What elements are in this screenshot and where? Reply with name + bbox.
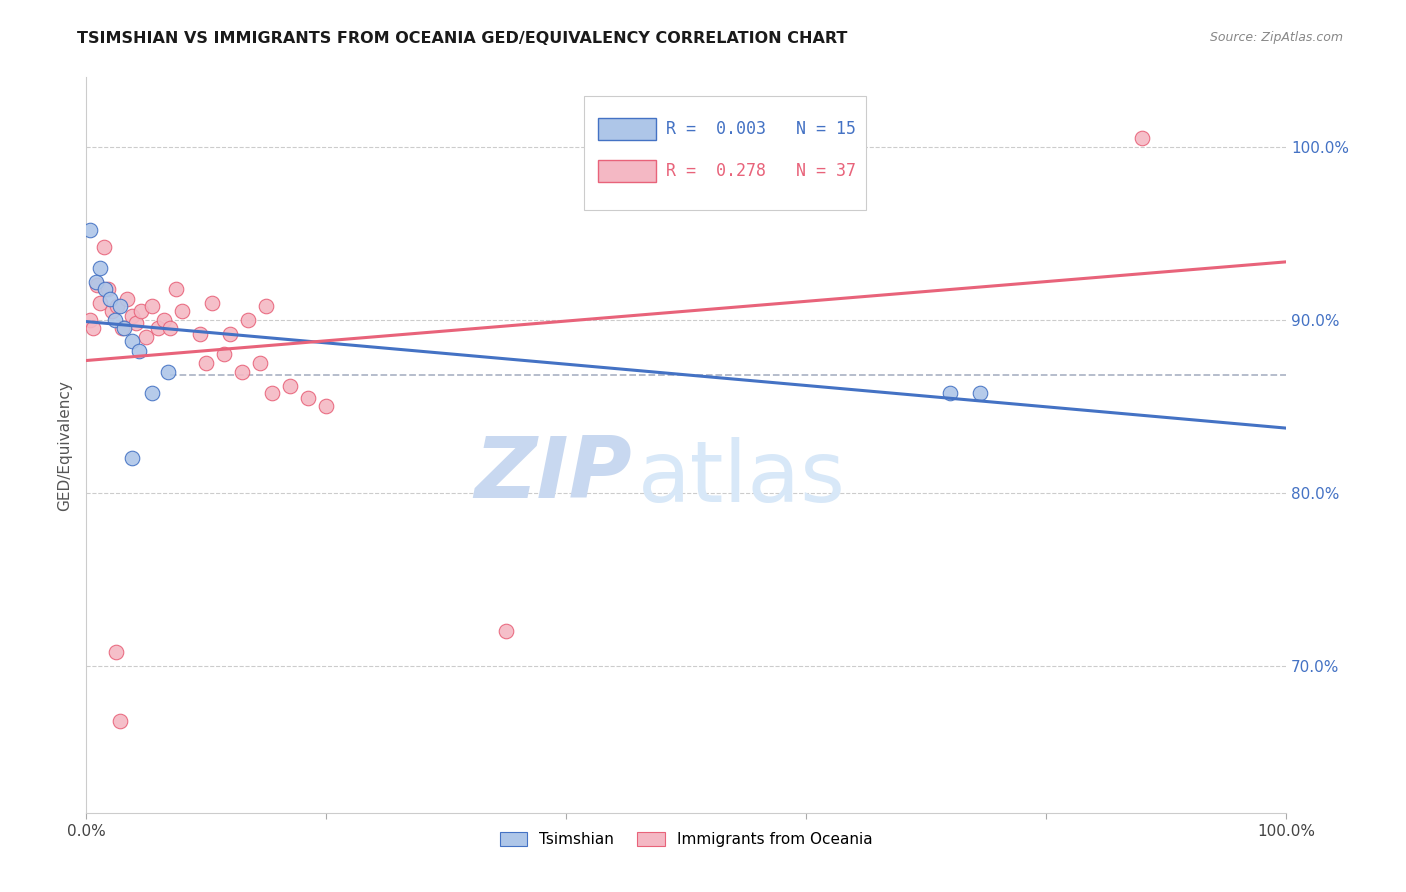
- Text: TSIMSHIAN VS IMMIGRANTS FROM OCEANIA GED/EQUIVALENCY CORRELATION CHART: TSIMSHIAN VS IMMIGRANTS FROM OCEANIA GED…: [77, 31, 848, 46]
- Point: [165, 282, 187, 296]
- Point: [212, 347, 235, 361]
- Point: [201, 295, 224, 310]
- Point: [115, 292, 138, 306]
- Point: [219, 326, 242, 341]
- Text: ZIP: ZIP: [474, 434, 633, 516]
- Point: [141, 299, 163, 313]
- Point: [278, 378, 301, 392]
- Point: [98, 292, 121, 306]
- Point: [79, 313, 101, 327]
- Point: [1130, 131, 1153, 145]
- Point: [153, 313, 176, 327]
- Point: [97, 282, 120, 296]
- Point: [89, 260, 111, 275]
- Point: [84, 275, 107, 289]
- Point: [101, 304, 124, 318]
- Legend: Tsimshian, Immigrants from Oceania: Tsimshian, Immigrants from Oceania: [494, 826, 879, 854]
- Point: [260, 385, 283, 400]
- Point: [114, 321, 136, 335]
- FancyBboxPatch shape: [583, 95, 866, 210]
- Point: [170, 304, 193, 318]
- Point: [105, 299, 128, 313]
- Point: [93, 240, 115, 254]
- Point: [108, 714, 131, 729]
- Point: [969, 385, 991, 400]
- Point: [939, 385, 962, 400]
- Point: [108, 299, 131, 313]
- Text: R =  0.278   N = 37: R = 0.278 N = 37: [665, 161, 856, 180]
- Point: [231, 365, 253, 379]
- Point: [297, 391, 319, 405]
- Point: [82, 321, 104, 335]
- Point: [236, 313, 259, 327]
- Point: [129, 304, 152, 318]
- Point: [495, 624, 517, 639]
- Point: [94, 282, 117, 296]
- Point: [159, 321, 181, 335]
- Point: [128, 343, 150, 358]
- Point: [121, 451, 143, 466]
- FancyBboxPatch shape: [599, 118, 657, 140]
- Point: [315, 400, 337, 414]
- Text: Source: ZipAtlas.com: Source: ZipAtlas.com: [1209, 31, 1343, 45]
- Point: [254, 299, 277, 313]
- FancyBboxPatch shape: [599, 160, 657, 182]
- Point: [249, 356, 271, 370]
- Y-axis label: GED/Equivalency: GED/Equivalency: [58, 380, 72, 511]
- Point: [104, 313, 127, 327]
- Point: [105, 645, 128, 659]
- Text: R =  0.003   N = 15: R = 0.003 N = 15: [665, 120, 856, 138]
- Text: atlas: atlas: [638, 437, 846, 520]
- Point: [86, 278, 108, 293]
- Point: [121, 334, 143, 348]
- Point: [141, 385, 163, 400]
- Point: [111, 321, 134, 335]
- Point: [121, 310, 143, 324]
- Point: [89, 295, 111, 310]
- Point: [135, 330, 157, 344]
- Point: [195, 356, 218, 370]
- Point: [146, 321, 169, 335]
- Point: [79, 223, 101, 237]
- Point: [188, 326, 211, 341]
- Point: [125, 316, 148, 330]
- Point: [156, 365, 179, 379]
